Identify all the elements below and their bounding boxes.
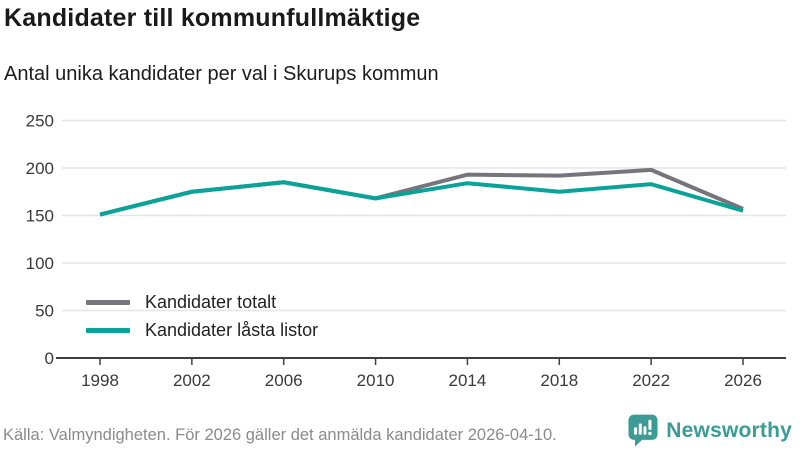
source-note: Källa: Valmyndigheten. För 2026 gäller d…	[3, 426, 557, 444]
page-title: Kandidater till kommunfullmäktige	[4, 4, 421, 32]
y-tick-label: 0	[45, 349, 54, 368]
x-tick-label: 1998	[81, 371, 119, 390]
y-tick-label: 150	[26, 207, 54, 226]
legend-swatch-total	[86, 299, 130, 305]
x-tick-label: 2022	[632, 371, 670, 390]
x-tick-label: 2018	[540, 371, 578, 390]
series-line-1	[99, 180, 744, 217]
x-tick-label: 2010	[357, 371, 395, 390]
x-tick-label: 2002	[173, 371, 211, 390]
chart-legend: Kandidater totalt Kandidater låsta listo…	[86, 288, 318, 344]
legend-item-locked: Kandidater låsta listor	[86, 316, 318, 344]
x-tick-label: 2014	[449, 371, 487, 390]
legend-swatch-locked	[86, 327, 130, 333]
legend-label-locked: Kandidater låsta listor	[145, 319, 319, 340]
newsworthy-bubble-chart-icon	[628, 414, 658, 447]
x-tick-label: 2006	[265, 371, 303, 390]
legend-item-total: Kandidater totalt	[86, 288, 318, 316]
newsworthy-logo: Newsworthy	[628, 414, 792, 447]
legend-label-total: Kandidater totalt	[145, 291, 277, 312]
y-tick-label: 250	[26, 112, 54, 131]
y-tick-label: 200	[26, 159, 54, 178]
y-tick-label: 100	[26, 254, 54, 273]
x-tick-label: 2026	[724, 371, 762, 390]
y-tick-label: 50	[35, 302, 54, 321]
chart-subtitle: Antal unika kandidater per val i Skurups…	[4, 63, 439, 85]
logo-wordmark: Newsworthy	[666, 418, 792, 442]
